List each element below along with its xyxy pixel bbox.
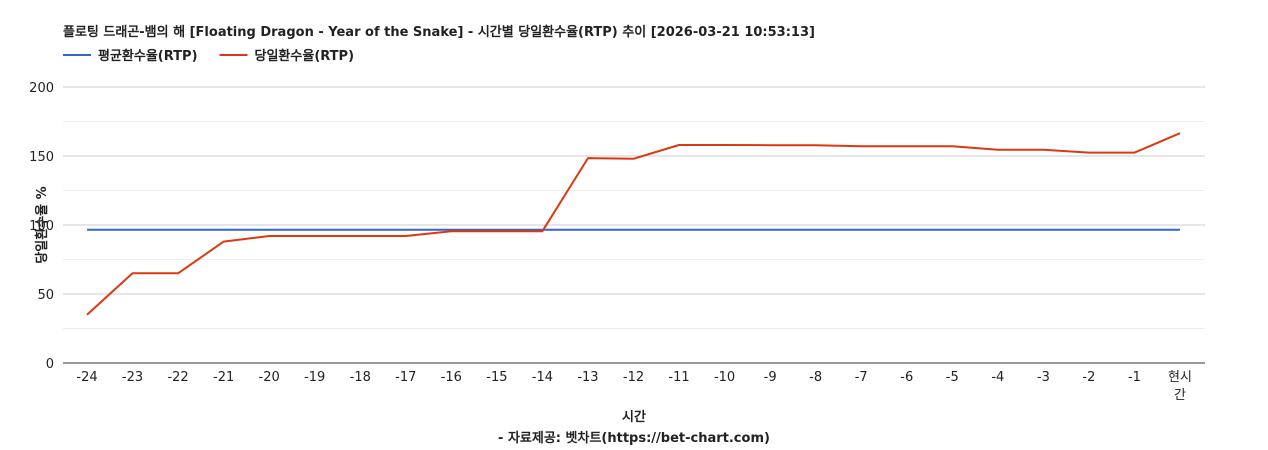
x-tick-label: -23 (122, 370, 143, 385)
series-line-daily-rtp (86, 132, 1181, 316)
series-lines (86, 132, 1181, 316)
y-tick-label: 200 (29, 81, 54, 96)
x-tick-label: -16 (441, 370, 462, 385)
grid-lines (63, 86, 1205, 329)
x-tick-label: -20 (259, 370, 280, 385)
x-tick-label: -12 (623, 370, 644, 385)
legend-label-daily-rtp: 당일환수율(RTP) (255, 48, 355, 64)
x-tick-label: -10 (714, 370, 735, 385)
x-tick-label: -2 (1082, 370, 1095, 385)
y-tick-label: 50 (37, 288, 54, 303)
x-tick-label: -17 (395, 370, 416, 385)
x-tick-label: -19 (304, 370, 325, 385)
x-tick-label-continued: 간 (1174, 388, 1186, 403)
legend-label-average-rtp: 평균환수율(RTP) (98, 48, 198, 64)
x-tick-label: -6 (900, 370, 913, 385)
y-tick-label: 0 (46, 357, 54, 372)
x-axis-ticks: -24 -23 -22 -21 -20 -19 -18 -17 -16 -15 -14 -13 -12 -… (76, 370, 1192, 403)
x-tick-label: -9 (764, 370, 777, 385)
legend: 평균환수율(RTP) 당일환수율(RTP) (63, 48, 354, 64)
y-axis-ticks: 0 50 100 150 200 (29, 81, 54, 372)
x-tick-label: -4 (991, 370, 1004, 385)
data-source: - 자료제공: 벳차트(https://bet-chart.com) (498, 430, 770, 446)
x-tick-label: -8 (809, 370, 822, 385)
x-tick-label: -3 (1037, 370, 1050, 385)
x-tick-label: -15 (486, 370, 507, 385)
x-tick-label: -22 (167, 370, 188, 385)
x-tick-label: -1 (1128, 370, 1141, 385)
x-tick-label: -14 (532, 370, 553, 385)
x-tick-label: -18 (350, 370, 371, 385)
y-tick-label: 100 (29, 219, 54, 234)
chart-title: 플로팅 드래곤-뱀의 해 [Floating Dragon - Year of … (63, 24, 815, 40)
x-tick-label: -5 (946, 370, 959, 385)
y-tick-label: 150 (29, 150, 54, 165)
x-tick-label: -21 (213, 370, 234, 385)
x-tick-label: -7 (855, 370, 868, 385)
y-axis-title: 당일환수율 % (34, 186, 50, 263)
x-tick-label: 현시 (1168, 370, 1192, 385)
x-tick-label: -11 (668, 370, 689, 385)
x-axis-title: 시간 (622, 409, 646, 425)
x-tick-label: -13 (577, 370, 598, 385)
x-tick-label: -24 (76, 370, 97, 385)
